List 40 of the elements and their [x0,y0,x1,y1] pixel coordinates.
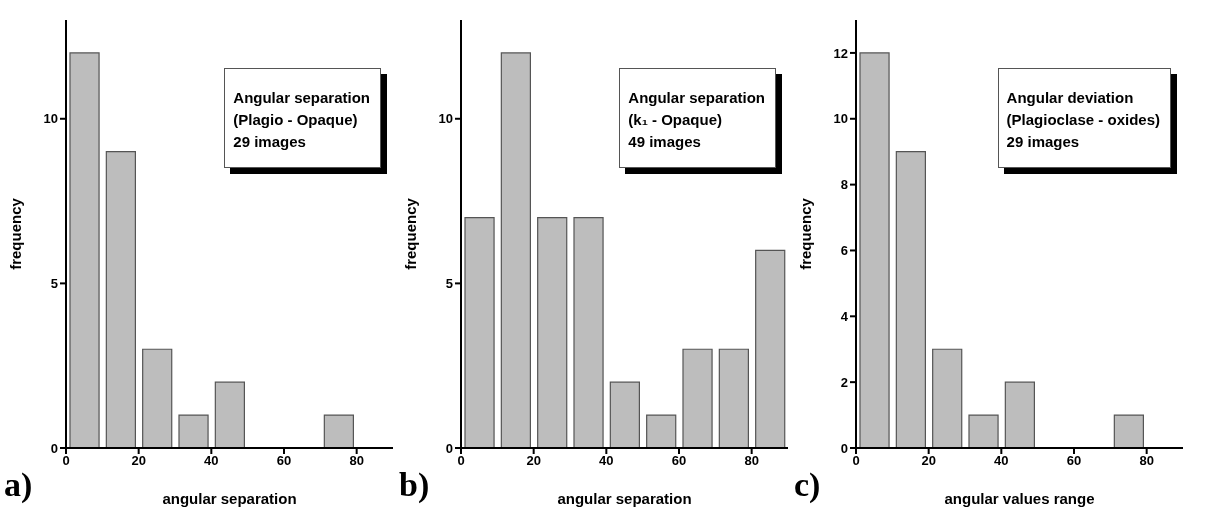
y-tick-label: 8 [840,177,848,193]
y-tick-label: 5 [445,276,453,291]
x-axis-title: angular values range [944,490,1095,507]
y-axis-title: frequency [402,197,420,270]
y-tick-label: 2 [840,374,848,390]
x-tick-label: 40 [599,453,614,469]
x-tick-label: 20 [131,453,146,469]
x-tick-label: 0 [62,453,70,469]
y-tick-label: 0 [445,440,453,456]
x-tick-label: 20 [921,453,936,469]
x-tick-label: 60 [671,453,687,469]
annotation: Angular separation (Plagio - Opaque) 29 images [233,88,370,152]
x-tick-label: 60 [1066,453,1082,469]
y-tick-label: 6 [840,243,848,259]
x-axis-title: angular separation [162,490,297,507]
y-tick-label: 12 [833,45,848,61]
text: c) [794,466,821,504]
x-tick-label: 20 [526,453,541,469]
x-tick-label: 80 [1139,453,1154,469]
x-tick-label: 80 [744,453,759,469]
y-tick-label: 10 [438,111,453,127]
text: b) [399,466,430,504]
x-tick-label: 40 [994,453,1009,469]
y-tick-label: 0 [840,440,848,456]
x-axis-title: angular separation [557,490,692,507]
y-tick-label: 5 [50,276,58,291]
y-tick-label: 0 [50,440,58,456]
y-axis-title: frequency [7,197,25,270]
y-tick-label: 10 [43,111,58,127]
annotation: Angular separation (k₁ - Opaque) 49 images [628,88,765,152]
text: a) [4,466,33,504]
y-axis-title: frequency [797,197,815,270]
x-tick-label: 60 [276,453,292,469]
x-tick-label: 80 [349,453,364,469]
x-tick-label: 0 [457,453,465,469]
x-tick-label: 0 [852,453,860,469]
annotation: Angular deviation (Plagioclase - oxides) 29 images [1006,88,1160,152]
y-tick-label: 10 [833,111,848,127]
x-tick-label: 40 [204,453,219,469]
y-tick-label: 4 [840,308,849,324]
